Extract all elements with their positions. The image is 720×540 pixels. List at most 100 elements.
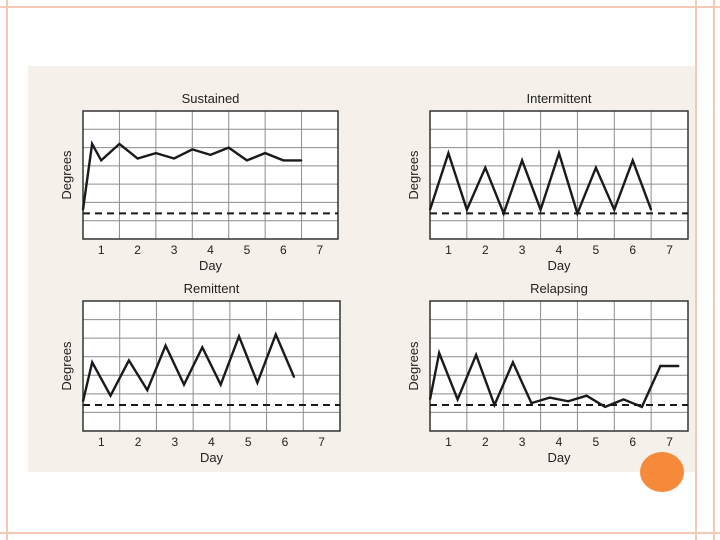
data-point xyxy=(82,400,84,403)
x-tick-label: 7 xyxy=(318,435,325,449)
x-axis-label: Day xyxy=(547,450,571,465)
data-point xyxy=(238,335,240,338)
chart-remittent: Remittent 1 2 3 4 5 6 7 Day Degrees xyxy=(59,281,341,465)
plot-area xyxy=(430,301,688,431)
fever-charts-svg: Sustained 1 2 3 4 5 6 7 Day Degrees Intermittent 1 2… xyxy=(59,91,689,465)
data-point xyxy=(530,402,533,404)
data-point xyxy=(595,166,597,169)
x-tick-label: 7 xyxy=(666,243,673,257)
x-tick-label: 2 xyxy=(482,435,489,449)
frame-border-left-outer xyxy=(6,0,8,540)
y-axis-label: Degrees xyxy=(59,341,74,391)
data-point xyxy=(173,157,175,160)
chart-title: Remittent xyxy=(184,281,240,296)
x-tick-label: 4 xyxy=(556,435,563,449)
x-tick-label: 7 xyxy=(666,435,673,449)
x-tick-label: 3 xyxy=(519,435,526,449)
slide-decoration-dot xyxy=(640,452,684,492)
x-tick-label: 1 xyxy=(445,243,452,257)
x-tick-label: 4 xyxy=(556,243,563,257)
temperature-line xyxy=(81,140,302,210)
data-point xyxy=(585,394,588,397)
data-point xyxy=(558,152,560,154)
x-tick-label: 2 xyxy=(134,243,141,257)
data-point xyxy=(429,208,431,211)
data-point xyxy=(164,344,167,347)
data-point xyxy=(274,333,277,336)
data-point xyxy=(631,159,634,162)
data-point xyxy=(209,154,212,156)
data-point xyxy=(641,406,643,408)
data-point xyxy=(466,208,468,211)
data-point xyxy=(146,389,149,391)
x-tick-label: 6 xyxy=(629,435,636,449)
data-point xyxy=(604,406,606,408)
plot-frame xyxy=(429,300,689,432)
data-point xyxy=(82,208,84,211)
x-tick-label: 4 xyxy=(208,435,215,449)
data-point xyxy=(256,381,259,384)
chart-title: Relapsing xyxy=(530,281,588,296)
y-axis-label: Degrees xyxy=(406,150,421,200)
plot-frame xyxy=(82,300,341,432)
x-tick-label: 1 xyxy=(445,435,452,449)
x-tick-label: 6 xyxy=(282,435,289,449)
data-point xyxy=(475,354,477,356)
frame-border-right-inner xyxy=(695,0,697,540)
data-point xyxy=(227,146,230,149)
data-point xyxy=(447,152,450,154)
frame-border-bottom-outer xyxy=(0,532,720,534)
data-point xyxy=(502,212,505,215)
x-axis-label: Day xyxy=(200,450,224,465)
data-point xyxy=(622,398,625,401)
data-point xyxy=(136,157,139,160)
data-point xyxy=(91,361,93,364)
chart-intermittent: Intermittent 1 2 3 4 5 6 7 Day Degrees xyxy=(406,91,689,273)
data-point xyxy=(539,208,542,211)
x-tick-label: 2 xyxy=(482,243,489,257)
data-point xyxy=(613,208,616,211)
y-axis-label: Degrees xyxy=(406,341,421,391)
data-point xyxy=(191,148,194,151)
chart-sustained: Sustained 1 2 3 4 5 6 7 Day Degrees xyxy=(59,91,339,273)
plot-frame xyxy=(82,110,339,240)
x-axis-label: Day xyxy=(199,258,223,273)
chart-title: Intermittent xyxy=(526,91,591,106)
data-point xyxy=(650,208,652,211)
data-point xyxy=(183,383,185,386)
frame-border-right-outer xyxy=(713,0,715,540)
data-point xyxy=(567,400,570,403)
plot-area xyxy=(83,111,338,239)
x-tick-label: 5 xyxy=(593,243,600,257)
plot-frame xyxy=(429,110,689,240)
data-point xyxy=(282,159,285,162)
x-tick-label: 6 xyxy=(280,243,287,257)
data-point xyxy=(548,396,551,399)
x-axis-label: Day xyxy=(547,258,571,273)
x-tick-label: 1 xyxy=(98,243,105,257)
x-tick-label: 4 xyxy=(207,243,214,257)
plot-area xyxy=(430,111,688,239)
data-point xyxy=(300,159,303,162)
data-point xyxy=(155,152,157,154)
data-point xyxy=(100,159,103,162)
chart-title: Sustained xyxy=(182,91,240,106)
y-axis-label: Degrees xyxy=(59,150,74,200)
data-point xyxy=(512,361,514,364)
data-point xyxy=(484,166,487,169)
data-point xyxy=(429,398,431,401)
data-point xyxy=(438,352,441,354)
data-point xyxy=(264,152,266,154)
x-tick-label: 5 xyxy=(593,435,600,449)
frame-border-top-outer xyxy=(0,6,720,8)
data-point xyxy=(246,159,248,162)
data-point xyxy=(219,383,222,386)
x-tick-label: 6 xyxy=(629,243,636,257)
x-tick-label: 3 xyxy=(519,243,526,257)
data-point xyxy=(118,143,121,145)
x-tick-label: 5 xyxy=(245,435,252,449)
x-tick-label: 5 xyxy=(244,243,251,257)
data-point xyxy=(677,365,680,367)
data-point xyxy=(128,359,130,362)
